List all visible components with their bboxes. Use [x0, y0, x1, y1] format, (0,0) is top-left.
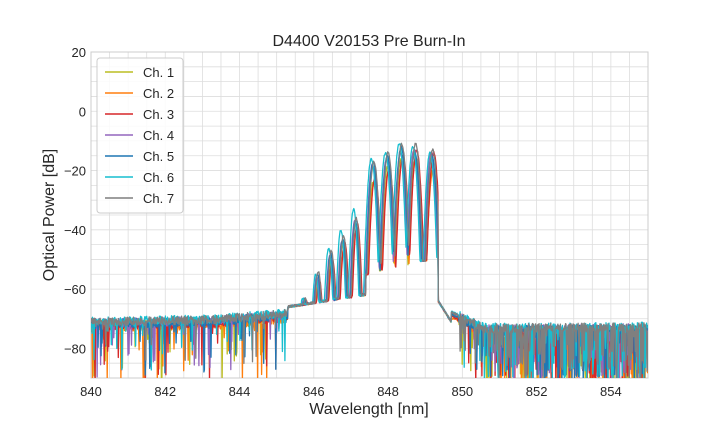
legend-label: Ch. 4 [143, 128, 174, 143]
legend-box [96, 57, 184, 214]
series-lines [91, 142, 648, 378]
legend-label: Ch. 7 [143, 191, 174, 206]
x-tick-label: 848 [377, 384, 399, 399]
x-tick-label: 842 [154, 384, 176, 399]
y-tick-label: −40 [64, 223, 86, 238]
grid-lines [90, 51, 649, 379]
legend-label: Ch. 5 [143, 149, 174, 164]
tick-labels: 840 842 844 846 848 850 852 854 −80 −60 −40 −20 0 20 [64, 45, 622, 399]
x-axis-label: Wavelength [nm] [309, 401, 428, 418]
x-tick-label: 840 [80, 384, 102, 399]
legend-label: Ch. 2 [143, 86, 174, 101]
y-tick-label: 20 [72, 45, 86, 60]
y-tick-label: −60 [64, 282, 86, 297]
x-tick-label: 850 [451, 384, 473, 399]
plot-frame [90, 51, 649, 379]
chart-title: D4400 V20153 Pre Burn-In [272, 33, 465, 50]
legend: Ch. 1 Ch. 2 Ch. 3 Ch. 4 Ch. 5 Ch. 6 Ch. 7 [96, 57, 184, 214]
y-tick-label: −20 [64, 164, 86, 179]
y-axis-label: Optical Power [dB] [41, 149, 58, 282]
x-tick-label: 846 [303, 384, 325, 399]
legend-label: Ch. 1 [143, 65, 174, 80]
legend-label: Ch. 3 [143, 107, 174, 122]
x-tick-label: 852 [526, 384, 548, 399]
x-tick-label: 854 [600, 384, 622, 399]
y-tick-label: −80 [64, 341, 86, 356]
series-line-ch-7 [91, 142, 648, 378]
y-tick-label: 0 [79, 104, 86, 119]
legend-label: Ch. 6 [143, 170, 174, 185]
x-tick-label: 844 [229, 384, 251, 399]
